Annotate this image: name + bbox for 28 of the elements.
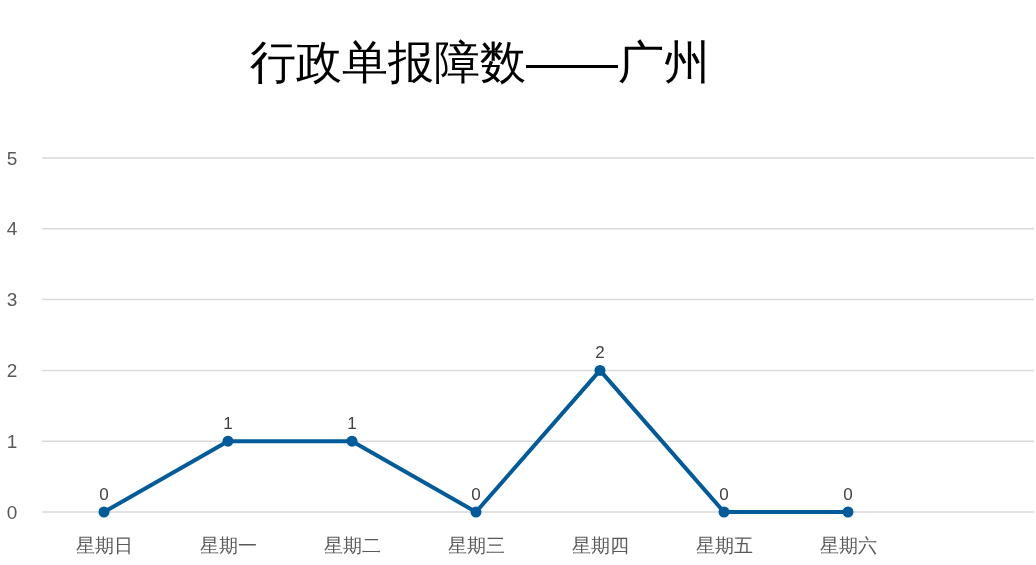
- chart-title: 行政单报障数——广州: [250, 36, 710, 88]
- data-label: 1: [223, 414, 233, 434]
- point: [594, 364, 606, 376]
- point: [98, 506, 110, 518]
- x-tick-label: 星期三: [447, 535, 505, 556]
- point: [718, 506, 730, 518]
- point: [222, 435, 234, 447]
- point: [346, 435, 358, 447]
- y-tick-label: 0: [6, 501, 18, 523]
- x-tick-label: 星期日: [75, 535, 133, 556]
- data-label: 2: [595, 343, 605, 363]
- x-tick-label: 星期二: [323, 535, 381, 556]
- point: [470, 506, 482, 518]
- data-label: 0: [471, 485, 481, 504]
- x-tick-label: 星期六: [819, 535, 877, 556]
- point: [842, 506, 854, 518]
- x-tick-label: 星期五: [695, 535, 753, 556]
- y-tick-label: 3: [6, 289, 18, 311]
- x-tick-label: 星期四: [571, 535, 629, 556]
- data-label: 1: [347, 414, 357, 434]
- y-tick-label: 5: [6, 147, 18, 169]
- data-label: 0: [843, 485, 853, 504]
- y-tick-label: 4: [6, 218, 18, 240]
- data-label: 0: [99, 485, 109, 504]
- x-tick-label: 星期一: [199, 535, 257, 556]
- data-label: 0: [719, 485, 729, 504]
- y-tick-label: 2: [6, 360, 18, 382]
- y-tick-label: 1: [6, 430, 18, 452]
